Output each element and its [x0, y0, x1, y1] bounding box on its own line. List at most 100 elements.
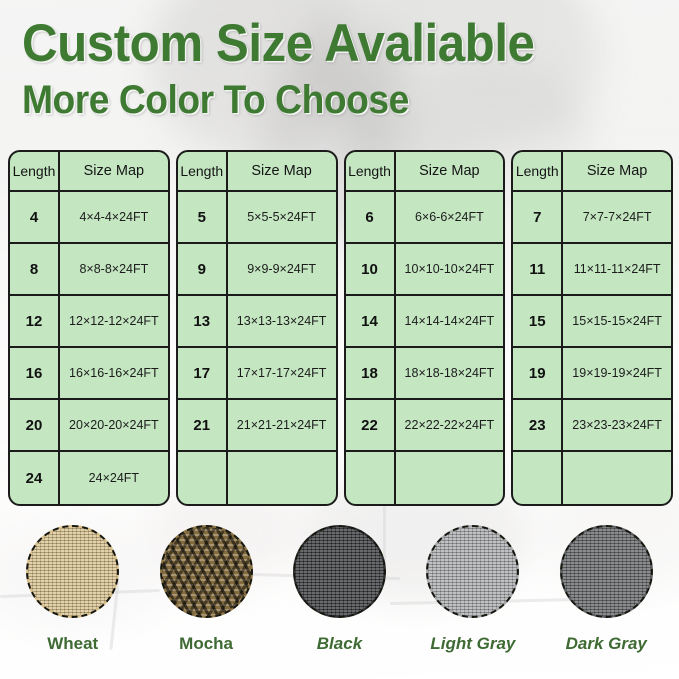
cell-size-map — [228, 452, 336, 504]
fabric-texture — [28, 527, 118, 616]
column-header-size-map: Size Map — [251, 163, 312, 179]
cell-length — [178, 452, 228, 504]
table-row — [513, 452, 671, 504]
cell-length: 17 — [178, 348, 228, 398]
swatch-label: Black — [316, 634, 363, 653]
cell-size-map: 5×5-5×24FT — [247, 210, 317, 224]
table-header-row: Length Size Map — [177, 152, 336, 192]
size-table: Length Size Map 7 7×7-7×24FT 11 11×11-11×24FT… — [511, 150, 673, 506]
cell-size-map: 10×10-10×24FT — [404, 262, 495, 276]
size-tables-group: Length Size Map 4 4×4-4×24FT 8 8×8-8×24FT 12 12… — [8, 150, 673, 506]
table-row: 6 6×6-6×24FT — [345, 192, 504, 244]
cell-size-map: 12×12-12×24FT — [69, 314, 159, 328]
cell-size-map: 22×22-22×24FT — [404, 418, 495, 432]
column-header-length: Length — [178, 152, 228, 190]
cell-size-map: 23×23-23×24FT — [572, 418, 662, 432]
table-row: 17 17×17-17×24FT — [177, 348, 336, 400]
swatch-circle-mocha[interactable] — [159, 525, 253, 618]
cell-length: 22 — [346, 400, 396, 450]
swatch-circle-black[interactable] — [292, 525, 386, 618]
cell-size-map: 6×6-6×24FT — [414, 210, 484, 224]
table-header-row: Length Size Map — [10, 152, 168, 192]
fabric-texture — [561, 527, 651, 616]
cell-length: 23 — [513, 400, 564, 450]
color-swatch[interactable]: Light Gray — [411, 525, 535, 654]
swatch-label: Wheat — [47, 634, 99, 653]
column-header-size-map: Size Map — [419, 163, 480, 179]
column-header-length: Length — [10, 152, 60, 190]
column-header-size-map: Size Map — [83, 163, 145, 179]
cell-length: 10 — [346, 244, 396, 294]
color-swatch[interactable]: Mocha — [144, 525, 268, 654]
cell-length: 15 — [513, 296, 564, 346]
table-row: 16 16×16-16×24FT — [10, 348, 168, 400]
cell-size-map: 17×17-17×24FT — [236, 366, 327, 380]
cell-size-map: 7×7-7×24FT — [582, 210, 652, 224]
cell-size-map — [396, 452, 504, 504]
cell-length: 20 — [10, 400, 60, 450]
color-swatch[interactable]: Wheat — [11, 525, 135, 654]
color-swatch-group: Wheat Mocha Black Light Gray Dark Gray — [0, 525, 679, 675]
page-title: Custom Size Avaliable — [22, 14, 535, 73]
cell-size-map: 9×9-9×24FT — [247, 262, 317, 276]
table-row: 23 23×23-23×24FT — [513, 400, 671, 452]
cell-size-map: 16×16-16×24FT — [69, 366, 159, 380]
cell-size-map: 20×20-20×24FT — [69, 418, 159, 432]
cell-length: 14 — [346, 296, 396, 346]
table-row: 18 18×18-18×24FT — [345, 348, 504, 400]
table-row: 7 7×7-7×24FT — [513, 192, 671, 244]
table-row: 5 5×5-5×24FT — [177, 192, 336, 244]
cell-length: 21 — [178, 400, 228, 450]
column-header-length: Length — [513, 152, 564, 190]
cell-length: 7 — [513, 192, 564, 242]
table-row — [178, 452, 336, 504]
cell-size-map: 15×15-15×24FT — [572, 314, 662, 328]
table-row: 13 13×13-13×24FT — [177, 296, 336, 348]
swatch-circle-dark-gray[interactable] — [559, 525, 653, 618]
color-swatch[interactable]: Dark Gray — [544, 525, 668, 654]
cell-size-map: 8×8-8×24FT — [79, 262, 149, 276]
table-row — [346, 452, 504, 504]
column-header-length: Length — [346, 152, 396, 190]
cell-length — [513, 452, 564, 504]
column-header-size-map: Size Map — [586, 163, 648, 179]
cell-length: 18 — [346, 348, 396, 398]
cell-length: 11 — [513, 244, 564, 294]
table-row: 4 4×4-4×24FT — [10, 192, 168, 244]
cell-size-map: 11×11-11×24FT — [573, 262, 661, 276]
cell-length: 5 — [178, 192, 228, 242]
cell-length: 9 — [178, 244, 228, 294]
swatch-circle-light-gray[interactable] — [426, 525, 520, 618]
size-table: Length Size Map 6 6×6-6×24FT 10 10×10-10×24FT… — [343, 150, 506, 506]
swatch-circle-wheat[interactable] — [26, 525, 120, 618]
cell-length: 24 — [10, 452, 60, 504]
heading-block: Custom Size Avaliable More Color To Choo… — [22, 14, 662, 124]
fabric-texture — [294, 527, 384, 616]
table-row: 11 11×11-11×24FT — [513, 244, 671, 296]
fabric-texture — [161, 527, 251, 616]
cell-length: 6 — [346, 192, 396, 242]
cell-size-map: 4×4-4×24FT — [79, 210, 149, 224]
table-row: 12 12×12-12×24FT — [10, 296, 168, 348]
cell-length: 8 — [10, 244, 60, 294]
cell-size-map: 24×24FT — [88, 471, 140, 485]
fabric-texture — [428, 527, 518, 616]
table-row: 21 21×21-21×24FT — [177, 400, 336, 452]
swatch-label: Dark Gray — [565, 634, 647, 653]
table-header-row: Length Size Map — [513, 152, 671, 192]
table-row: 14 14×14-14×24FT — [345, 296, 504, 348]
color-swatch[interactable]: Black — [277, 525, 401, 654]
cell-length: 19 — [513, 348, 564, 398]
cell-size-map: 21×21-21×24FT — [236, 418, 327, 432]
table-row: 10 10×10-10×24FT — [345, 244, 504, 296]
cell-length — [346, 452, 396, 504]
table-row: 24 24×24FT — [10, 452, 168, 504]
swatch-label: Light Gray — [430, 634, 516, 653]
cell-size-map — [563, 452, 671, 504]
size-table: Length Size Map 5 5×5-5×24FT 9 9×9-9×24FT 13 13… — [175, 150, 338, 506]
table-row: 22 22×22-22×24FT — [345, 400, 504, 452]
cell-length: 12 — [10, 296, 60, 346]
cell-size-map: 18×18-18×24FT — [404, 366, 495, 380]
cell-length: 13 — [178, 296, 228, 346]
